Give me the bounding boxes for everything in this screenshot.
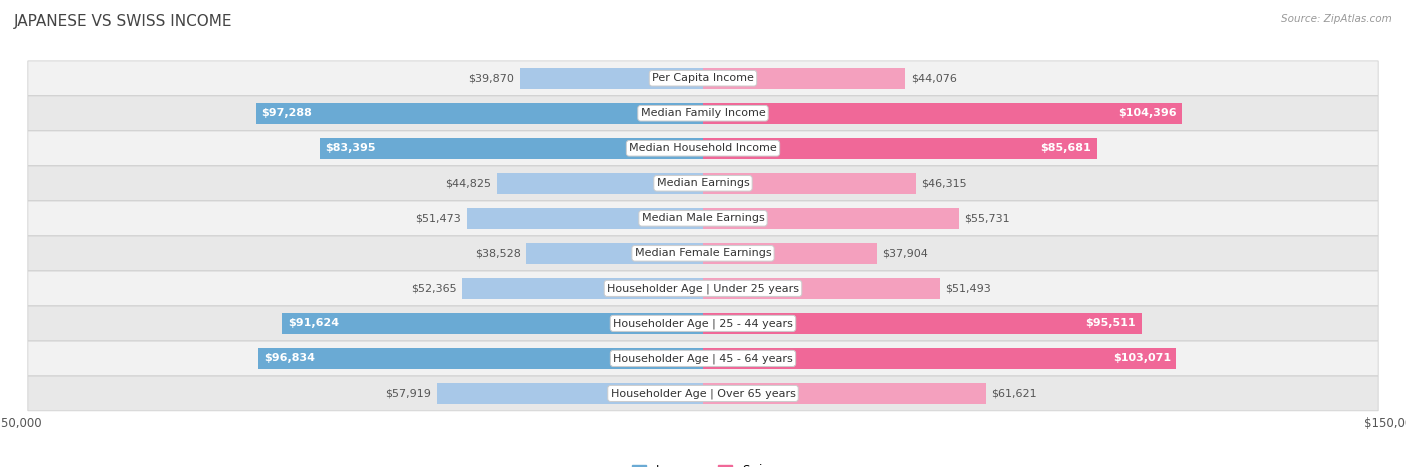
Bar xyxy=(467,208,703,229)
Text: $44,076: $44,076 xyxy=(911,73,957,83)
Text: $38,528: $38,528 xyxy=(475,248,520,258)
Text: $46,315: $46,315 xyxy=(921,178,967,188)
Bar xyxy=(703,278,939,299)
Bar xyxy=(703,383,986,404)
Text: $57,919: $57,919 xyxy=(385,389,432,398)
Text: $83,395: $83,395 xyxy=(325,143,375,153)
Text: $103,071: $103,071 xyxy=(1112,354,1171,363)
FancyBboxPatch shape xyxy=(28,341,1378,376)
FancyBboxPatch shape xyxy=(28,376,1378,411)
Bar xyxy=(283,313,703,334)
Text: $95,511: $95,511 xyxy=(1085,318,1136,328)
Bar xyxy=(703,138,1097,159)
Bar xyxy=(703,348,1177,369)
Bar xyxy=(259,348,703,369)
Bar xyxy=(321,138,703,159)
FancyBboxPatch shape xyxy=(28,271,1378,306)
Text: $91,624: $91,624 xyxy=(288,318,339,328)
Text: $96,834: $96,834 xyxy=(264,354,315,363)
Text: Median Family Income: Median Family Income xyxy=(641,108,765,118)
Text: $97,288: $97,288 xyxy=(262,108,312,118)
Text: $37,904: $37,904 xyxy=(883,248,928,258)
FancyBboxPatch shape xyxy=(28,201,1378,236)
Text: Median Earnings: Median Earnings xyxy=(657,178,749,188)
FancyBboxPatch shape xyxy=(28,61,1378,96)
FancyBboxPatch shape xyxy=(28,96,1378,131)
Text: $85,681: $85,681 xyxy=(1040,143,1091,153)
Bar xyxy=(703,68,905,89)
Text: $51,493: $51,493 xyxy=(945,283,991,293)
Text: Median Female Earnings: Median Female Earnings xyxy=(634,248,772,258)
Bar xyxy=(703,103,1182,124)
Text: Householder Age | 25 - 44 years: Householder Age | 25 - 44 years xyxy=(613,318,793,329)
Text: Householder Age | 45 - 64 years: Householder Age | 45 - 64 years xyxy=(613,353,793,364)
Bar xyxy=(703,173,915,194)
Legend: Japanese, Swiss: Japanese, Swiss xyxy=(627,460,779,467)
Text: Householder Age | Under 25 years: Householder Age | Under 25 years xyxy=(607,283,799,294)
Bar xyxy=(703,243,877,264)
Bar xyxy=(463,278,703,299)
FancyBboxPatch shape xyxy=(28,166,1378,201)
Text: Householder Age | Over 65 years: Householder Age | Over 65 years xyxy=(610,388,796,399)
Text: Per Capita Income: Per Capita Income xyxy=(652,73,754,83)
Text: Median Male Earnings: Median Male Earnings xyxy=(641,213,765,223)
Text: $52,365: $52,365 xyxy=(412,283,457,293)
Text: $61,621: $61,621 xyxy=(991,389,1038,398)
Text: $44,825: $44,825 xyxy=(446,178,492,188)
Text: JAPANESE VS SWISS INCOME: JAPANESE VS SWISS INCOME xyxy=(14,14,232,29)
Bar xyxy=(703,313,1142,334)
Bar xyxy=(526,243,703,264)
Text: $51,473: $51,473 xyxy=(415,213,461,223)
Text: Median Household Income: Median Household Income xyxy=(628,143,778,153)
Text: Source: ZipAtlas.com: Source: ZipAtlas.com xyxy=(1281,14,1392,24)
Text: $39,870: $39,870 xyxy=(468,73,515,83)
Bar xyxy=(520,68,703,89)
FancyBboxPatch shape xyxy=(28,131,1378,166)
FancyBboxPatch shape xyxy=(28,306,1378,341)
Bar xyxy=(498,173,703,194)
Bar xyxy=(703,208,959,229)
Bar xyxy=(256,103,703,124)
Bar xyxy=(437,383,703,404)
Text: $55,731: $55,731 xyxy=(965,213,1010,223)
FancyBboxPatch shape xyxy=(28,236,1378,271)
Text: $104,396: $104,396 xyxy=(1118,108,1177,118)
